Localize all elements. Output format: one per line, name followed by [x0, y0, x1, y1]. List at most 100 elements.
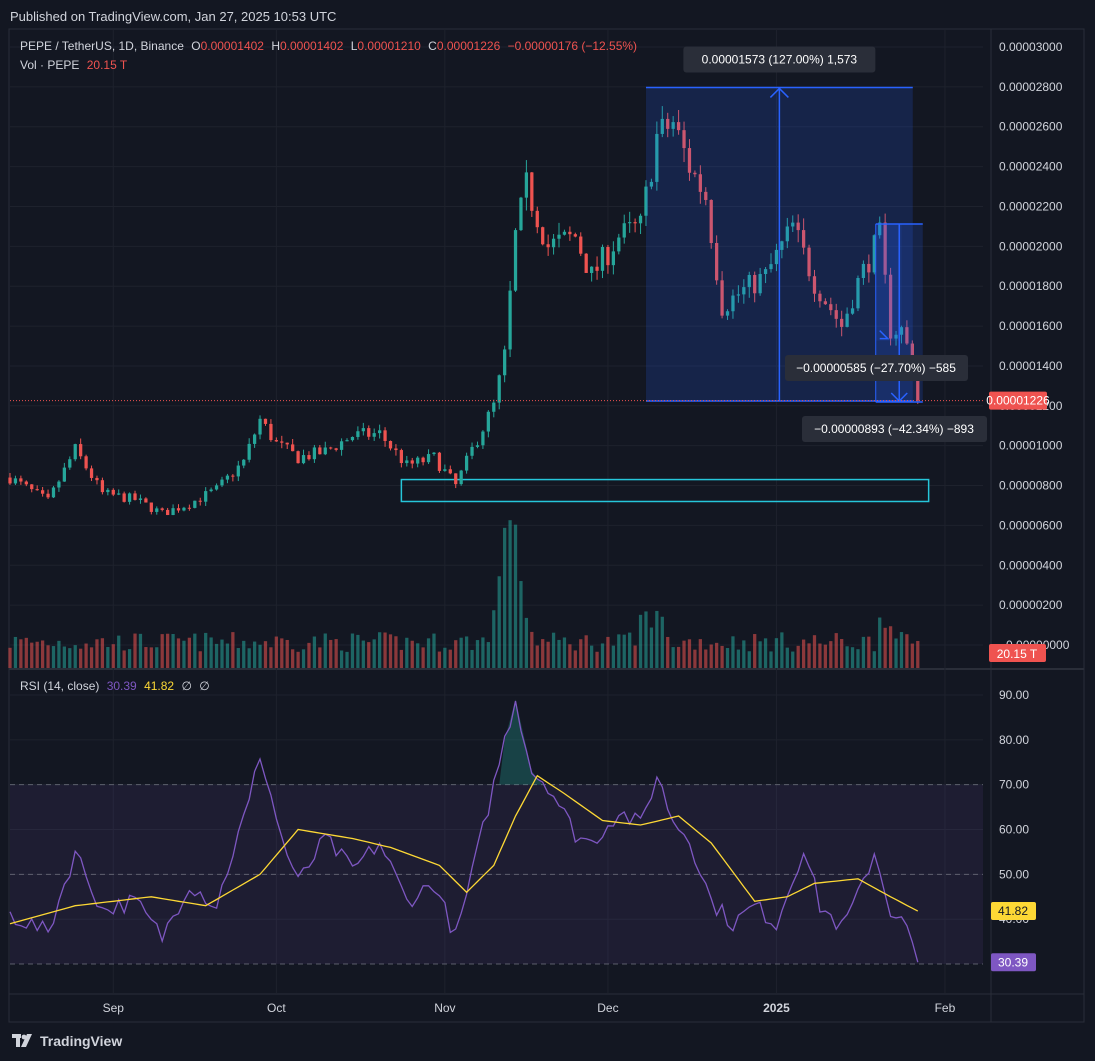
volume-bar: [720, 645, 724, 668]
volume-label[interactable]: Vol · PEPE: [20, 58, 80, 72]
rsi-tick-label: 80.00: [999, 733, 1029, 747]
volume-bar: [878, 617, 882, 668]
price-tick-label: 0.00002600: [999, 120, 1063, 134]
volume-bar: [231, 632, 235, 668]
candle-body: [149, 502, 153, 512]
candle-body: [687, 148, 692, 173]
volume-bar: [753, 634, 757, 668]
candle-body: [742, 287, 746, 295]
candle-body: [236, 465, 240, 477]
rsi-label[interactable]: RSI (14, close): [20, 679, 100, 693]
volume-bar: [459, 637, 463, 668]
volume-bar: [666, 636, 670, 668]
candle-body: [818, 293, 822, 302]
volume-bars: [8, 520, 920, 668]
volume-bar: [339, 650, 344, 668]
volume-bar: [796, 645, 800, 668]
tradingview-logo-icon: [12, 1034, 32, 1047]
measure-box-small: [875, 224, 902, 341]
candle-body: [513, 230, 518, 291]
volume-bar: [426, 638, 431, 668]
price-tick-label: 0.00002400: [999, 160, 1063, 174]
measure-arrowhead-down: [890, 392, 908, 403]
volume-bar: [388, 634, 393, 668]
candle-body: [519, 197, 523, 231]
candle-body: [747, 274, 751, 288]
legend-symbol[interactable]: PEPE / TetherUS, 1D, Binance: [20, 39, 184, 53]
price-tick-label: 0.00000400: [999, 558, 1063, 572]
volume-value: 20.15 T: [86, 58, 128, 72]
volume-bar: [840, 639, 844, 668]
candle-body: [258, 418, 262, 435]
time-tick-label: Nov: [434, 1001, 455, 1015]
tradingview-logo[interactable]: TradingView: [12, 1033, 122, 1049]
candle-body: [486, 411, 490, 432]
volume-bar: [508, 520, 512, 668]
volume-bar: [323, 633, 327, 668]
rsi-ma-value: 41.82: [144, 679, 175, 693]
candle-body: [399, 450, 404, 464]
candle-body: [622, 223, 626, 238]
volume-bar: [155, 647, 159, 668]
candle-body: [763, 269, 768, 275]
candle-body: [318, 447, 322, 455]
volume-bar: [562, 637, 567, 668]
volume-bar: [122, 650, 126, 668]
volume-bar: [916, 640, 920, 668]
volume-bar: [758, 641, 762, 668]
price-tick-label: 0.00002200: [999, 199, 1063, 213]
candle-body: [133, 493, 137, 500]
candle-body: [562, 231, 567, 235]
volume-marker: [989, 644, 1046, 662]
volume-bar: [725, 648, 730, 668]
candle-body: [209, 489, 213, 492]
candle-body: [633, 222, 637, 224]
candle-body: [263, 418, 268, 424]
candle-body: [296, 451, 300, 464]
rsi-tick-label: 90.00: [999, 688, 1029, 702]
candle-body: [367, 428, 371, 437]
candle-body: [291, 444, 295, 452]
price-tick-label: 0.00002000: [999, 239, 1063, 253]
candle-body: [356, 431, 360, 437]
candle-body: [35, 489, 39, 491]
candle-body: [682, 130, 686, 149]
candle-body: [655, 133, 659, 182]
candle-body: [508, 290, 512, 350]
candle-body: [579, 236, 583, 254]
candle-body: [905, 327, 909, 344]
volume-bar: [220, 639, 224, 668]
candle-body: [861, 263, 866, 278]
candle-body: [301, 455, 306, 464]
candle-body: [79, 444, 83, 457]
candle-body: [323, 447, 327, 455]
volume-bar: [600, 643, 605, 668]
candle-body: [51, 487, 56, 498]
price-tick-label: 0.00001600: [999, 319, 1063, 333]
volume-bar: [182, 640, 186, 668]
measure-label-up: 0.00001573 (127.00%) 1,573: [683, 46, 876, 73]
volume-bar: [638, 614, 643, 668]
candle-body: [127, 493, 132, 502]
volume-bar: [68, 648, 72, 668]
volume-bar: [801, 639, 806, 668]
volume-bar: [812, 635, 817, 668]
volume-bar: [111, 644, 115, 668]
volume-bar: [704, 649, 708, 668]
volume-legend: Vol · PEPE 20.15 T: [20, 58, 131, 72]
candle-body: [535, 210, 539, 228]
volume-bar: [30, 642, 34, 668]
volume-bar: [236, 648, 240, 668]
volume-bar: [345, 651, 349, 668]
candle-body: [383, 430, 387, 441]
candle-body: [595, 266, 599, 271]
volume-bar: [464, 636, 469, 668]
candle-body: [19, 478, 23, 482]
volume-bar: [13, 636, 18, 668]
candle-body: [378, 430, 382, 434]
candle-body: [339, 441, 344, 450]
candle-body: [334, 448, 338, 450]
volume-bar: [747, 651, 751, 668]
candle-body: [530, 172, 534, 211]
